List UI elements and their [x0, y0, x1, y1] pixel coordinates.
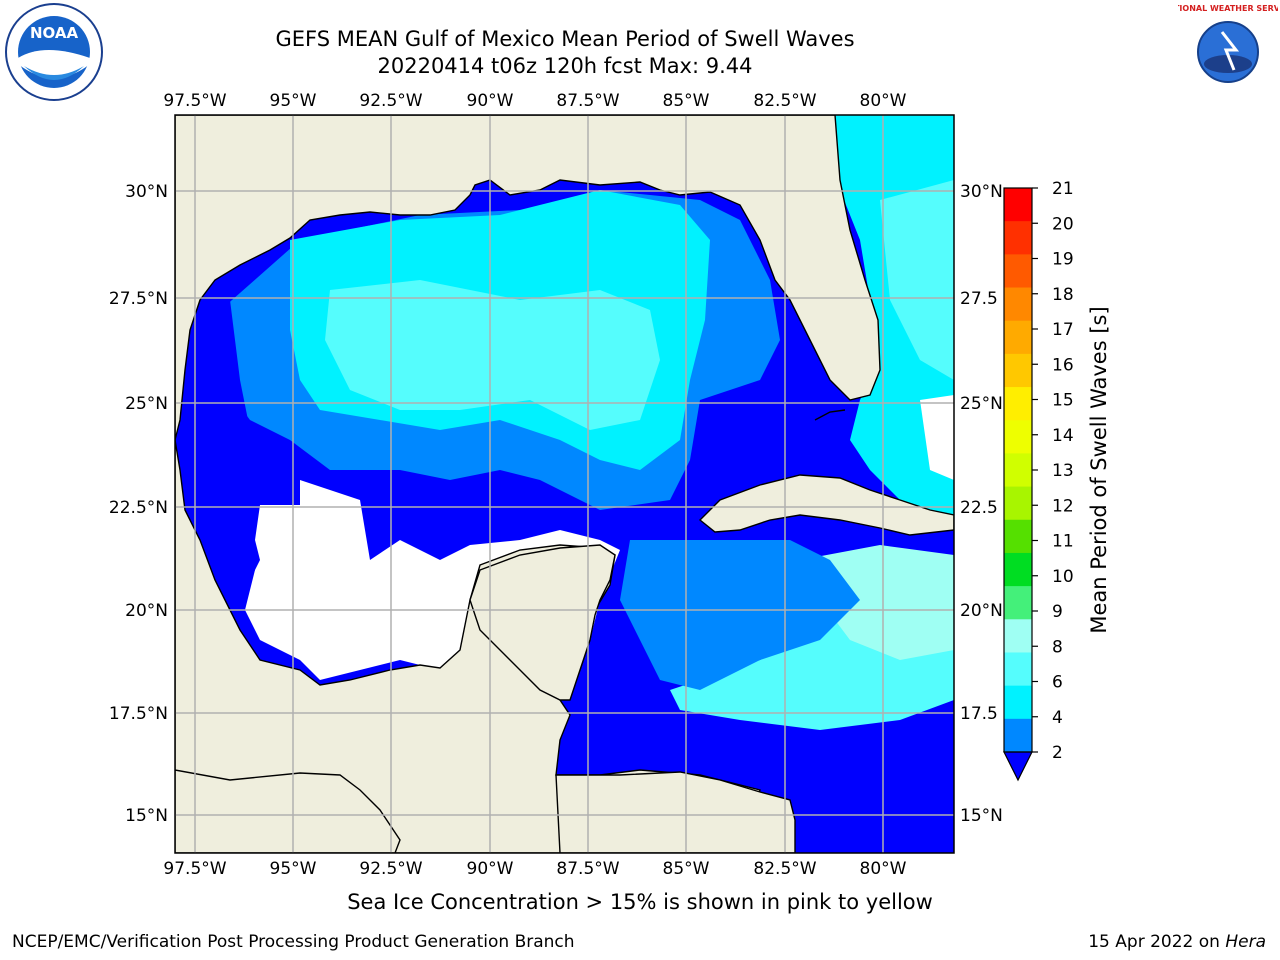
colorbar-cell — [1004, 320, 1032, 355]
swell-zone-west-coast — [195, 300, 300, 600]
colorbar-cell — [1004, 188, 1032, 222]
colorbar-cell — [1004, 353, 1032, 388]
colorbar-tick-label: 11 — [1052, 532, 1074, 552]
lon-label-top: 95°W — [270, 91, 317, 111]
lon-label-top: 80°W — [860, 91, 907, 111]
lon-label-top: 92.5°W — [359, 91, 422, 111]
footer-date-text: 15 Apr 2022 on — [1088, 932, 1226, 952]
lon-labels-top: 97.5°W 95°W 92.5°W 90°W 87.5°W 85°W 82.5… — [163, 91, 906, 111]
lon-label-top: 90°W — [467, 91, 514, 111]
colorbar-tick-label: 13 — [1052, 461, 1074, 481]
lon-label-bottom: 90°W — [467, 859, 514, 879]
lat-label-right: 15°N — [960, 806, 1003, 826]
nws-logo-icon: NATIONAL WEATHER SERVICE — [1178, 4, 1278, 100]
colorbar-tick-label: 21 — [1052, 179, 1074, 199]
colorbar-tick-label: 6 — [1052, 673, 1063, 693]
chart-title: GEFS MEAN Gulf of Mexico Mean Period of … — [200, 26, 930, 80]
land-cuba — [698, 474, 954, 536]
map-grid — [175, 115, 954, 853]
colorbar-cell — [1004, 586, 1032, 620]
lon-label-bottom: 97.5°W — [163, 859, 226, 879]
colorbar-cell — [1004, 420, 1032, 454]
land-usa — [175, 115, 881, 441]
footer-machine: Hera — [1225, 932, 1266, 952]
colorbar-cell — [1004, 652, 1032, 687]
colorbar-tick-label: 8 — [1052, 637, 1063, 657]
colorbar-tick-label: 19 — [1052, 250, 1074, 270]
lon-label-top: 85°W — [663, 91, 710, 111]
lat-label-left: 22.5°N — [109, 498, 168, 518]
lon-label-bottom: 85°W — [663, 859, 710, 879]
caption: Sea Ice Concentration > 15% is shown in … — [347, 890, 933, 914]
colorbar-cell — [1004, 685, 1032, 720]
swell-zone-6-8 — [325, 280, 660, 430]
colorbar-cell — [1004, 254, 1032, 289]
lat-label-left: 30°N — [125, 182, 168, 202]
colorbar-cell — [1004, 718, 1032, 753]
lat-labels-left: 30°N 27.5°N 25°N 22.5°N 20°N 17.5°N 15°N — [109, 182, 168, 826]
colorbar-cell — [1004, 486, 1032, 521]
colorbar-tick-label: 4 — [1052, 708, 1063, 728]
lon-labels-bottom: 97.5°W 95°W 92.5°W 90°W 87.5°W 85°W 82.5… — [163, 859, 906, 879]
map-area — [175, 115, 954, 853]
noaa-logo-text: NOAA — [30, 24, 79, 42]
lat-label-left: 25°N — [125, 394, 168, 414]
lon-label-bottom: 92.5°W — [359, 859, 422, 879]
colorbar-tick-label: 16 — [1052, 355, 1074, 375]
colorbar-tick-label: 18 — [1052, 285, 1074, 305]
masked-area-bahamas — [920, 395, 954, 480]
colorbar-tick-label: 20 — [1052, 214, 1074, 234]
map-frame — [174, 114, 955, 854]
colorbar: 21 20 19 18 17 16 15 14 13 12 11 10 9 8 6 4 2 Mean Perio… — [1003, 179, 1111, 782]
land-central-america — [555, 771, 796, 853]
lat-label-left: 15°N — [125, 806, 168, 826]
title-line-1: GEFS MEAN Gulf of Mexico Mean Period of … — [275, 27, 855, 51]
colorbar-tick-label: 14 — [1052, 426, 1074, 446]
colorbar-cells — [1004, 188, 1032, 753]
colorbar-cell — [1004, 221, 1032, 255]
lon-label-top: 87.5°W — [556, 91, 619, 111]
lat-label-right: 22.5 — [960, 498, 998, 518]
lat-label-left: 20°N — [125, 601, 168, 621]
colorbar-cell — [1004, 287, 1032, 322]
lat-label-right: 17.5 — [960, 704, 998, 724]
lat-label-right: 27.5 — [960, 289, 998, 309]
colorbar-tick-label: 17 — [1052, 320, 1074, 340]
colorbar-cell — [1004, 619, 1032, 653]
colorbar-tick-label: 9 — [1052, 602, 1063, 622]
land-yucatan — [469, 544, 616, 701]
lat-label-right: 25°N — [960, 394, 1003, 414]
footer-credit: NCEP/EMC/Verification Post Processing Pr… — [12, 932, 575, 952]
lon-label-top: 82.5°W — [753, 91, 816, 111]
colorbar-label: Mean Period of Swell Waves [s] — [1087, 306, 1111, 633]
colorbar-tick-label: 12 — [1052, 496, 1074, 516]
lat-label-left: 27.5°N — [109, 289, 168, 309]
colorbar-tick-label: 2 — [1052, 743, 1063, 763]
swell-zone-caribbean-2-4 — [620, 540, 860, 690]
swell-zone-atlantic-light — [880, 180, 954, 380]
nws-logo-text: NATIONAL WEATHER SERVICE — [1178, 4, 1278, 13]
colorbar-cell — [1004, 453, 1032, 488]
lat-label-left: 17.5°N — [109, 704, 168, 724]
noaa-logo-icon: NOAA — [5, 3, 103, 101]
lon-label-bottom: 82.5°W — [753, 859, 816, 879]
colorbar-cell — [1004, 387, 1032, 421]
land-florida-keys — [814, 409, 846, 421]
footer-date: 15 Apr 2022 on Hera — [1088, 932, 1266, 952]
lat-label-right: 20°N — [960, 601, 1003, 621]
colorbar-tick-label: 10 — [1052, 567, 1074, 587]
title-line-2: 20220414 t06z 120h fcst Max: 9.44 — [377, 54, 753, 78]
colorbar-tick-label: 15 — [1052, 391, 1074, 411]
lat-label-right: 30°N — [960, 182, 1003, 202]
lon-label-bottom: 87.5°W — [556, 859, 619, 879]
lon-label-bottom: 95°W — [270, 859, 317, 879]
colorbar-ticks: 21 20 19 18 17 16 15 14 13 12 11 10 9 8 6 4 2 — [1032, 179, 1074, 763]
colorbar-extend-arrow — [1003, 751, 1033, 782]
lon-label-top: 97.5°W — [163, 91, 226, 111]
colorbar-cell — [1004, 519, 1032, 554]
lat-labels-right: 30°N 27.5 25°N 22.5 20°N 17.5 15°N — [960, 182, 1003, 826]
colorbar-cell — [1004, 552, 1032, 587]
lon-label-bottom: 80°W — [860, 859, 907, 879]
